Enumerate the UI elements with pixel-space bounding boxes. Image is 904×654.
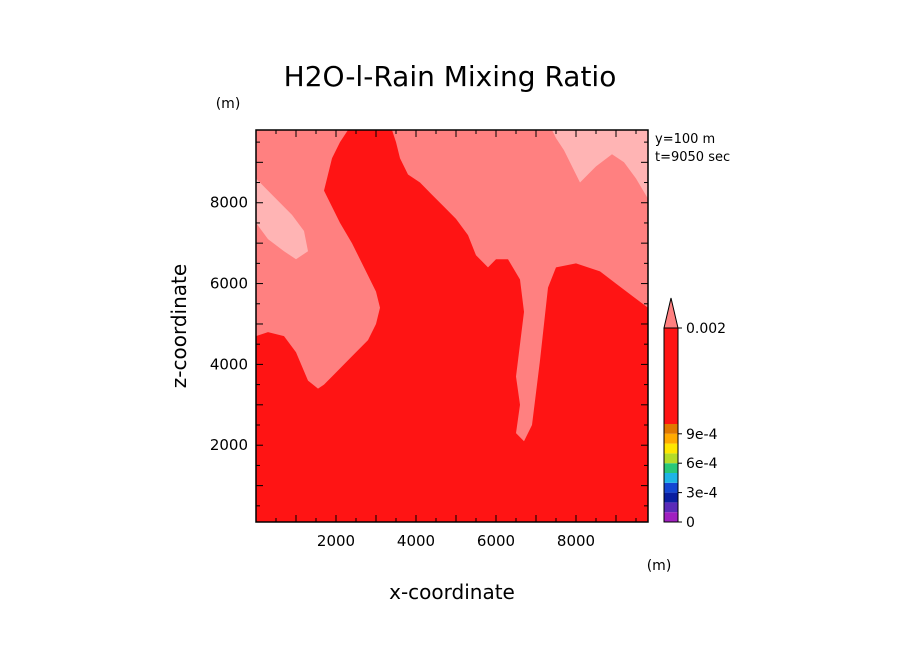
colorbar-segment (664, 433, 678, 444)
colorbar-segment (664, 492, 678, 503)
colorbar-segment (664, 443, 678, 454)
plot-frame (255, 129, 649, 523)
colorbar-segment (664, 473, 678, 483)
x-tick-label: 2000 (317, 532, 355, 550)
colorbar-tick-label: 6e-4 (686, 456, 718, 472)
colorbar-segment (664, 453, 678, 464)
y-axis-ticks: 2000 4000 6000 8000 (210, 141, 648, 507)
colorbar-frame (663, 327, 679, 523)
light-pink-left-region (256, 178, 308, 260)
y-tick-label: 2000 (210, 436, 248, 454)
pink-center-region (392, 130, 648, 442)
colorbar-segment (664, 482, 678, 493)
colorbar-tick-label: 3e-4 (686, 486, 718, 502)
y-axis-label: z-coordinate (167, 264, 191, 388)
colorbar: 0 3e-4 6e-4 9e-4 0.002 (663, 297, 726, 531)
colorbar-tick-label: 0 (686, 515, 695, 531)
y-unit-label: (m) (216, 96, 241, 112)
colorbar-tick-label: 0.002 (686, 321, 726, 337)
x-tick-label: 6000 (477, 532, 515, 550)
colorbar-segment (664, 328, 678, 424)
light-pink-top-region (552, 130, 648, 199)
y-tick-label: 8000 (210, 194, 248, 212)
colorbar-segment (664, 463, 678, 473)
annotation-t: t=9050 sec (655, 150, 730, 165)
x-tick-label: 4000 (397, 532, 435, 550)
y-tick-label: 6000 (210, 275, 248, 293)
plot-area (255, 129, 649, 523)
pink-left-region (256, 130, 380, 389)
y-tick-label: 4000 (210, 355, 248, 373)
annotation-y: y=100 m (655, 132, 715, 147)
chart-title: H2O-l-Rain Mixing Ratio (284, 60, 617, 93)
colorbar-extend-triangle (663, 297, 679, 329)
colorbar-tick-label: 9e-4 (686, 427, 718, 443)
colorbar-segment (664, 424, 678, 434)
x-axis-ticks: 2000 4000 6000 8000 (275, 130, 637, 550)
x-axis-label: x-coordinate (389, 580, 515, 604)
x-tick-label: 8000 (557, 532, 595, 550)
colorbar-segment (664, 512, 678, 522)
x-unit-label: (m) (647, 558, 672, 574)
colorbar-segment (664, 502, 678, 513)
